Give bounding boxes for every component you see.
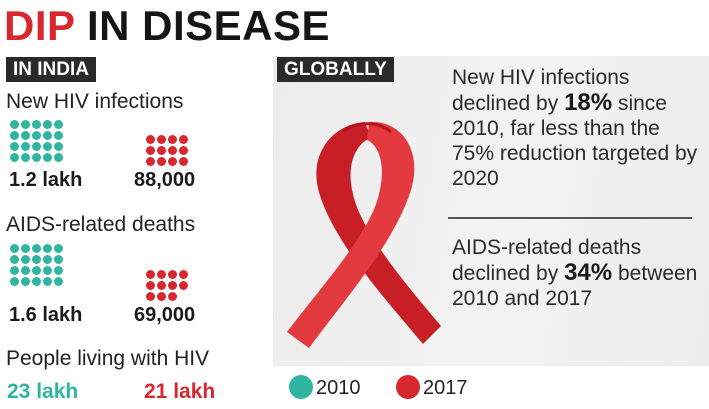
infection-dot-2017 xyxy=(146,157,155,166)
infection-dot-2010 xyxy=(21,120,30,129)
deaths-2017-value: 69,000 xyxy=(134,304,196,326)
infection-dot-2010 xyxy=(21,142,30,151)
infection-dot-2017 xyxy=(146,135,155,144)
legend-2010-swatch xyxy=(289,375,313,399)
global-deaths-pre: AIDS-related deaths declined by xyxy=(452,236,642,285)
infection-dot-2010 xyxy=(10,120,19,129)
death-dot-2010 xyxy=(54,277,63,286)
new-infections-label: New HIV infections xyxy=(6,90,184,113)
infection-dot-2010 xyxy=(54,131,63,140)
infection-dot-2017 xyxy=(157,146,166,155)
death-dot-2010 xyxy=(10,277,19,286)
death-dot-2017 xyxy=(157,270,166,279)
infection-dot-2010 xyxy=(10,142,19,151)
infection-dot-2010 xyxy=(10,131,19,140)
infection-dot-2017 xyxy=(157,157,166,166)
page-title: DIP IN DISEASE xyxy=(4,2,330,50)
global-divider xyxy=(448,217,692,219)
title-red-part: DIP xyxy=(4,2,75,49)
legend-2010-label: 2010 xyxy=(316,377,361,399)
infection-dot-2010 xyxy=(32,131,41,140)
infection-dot-2010 xyxy=(21,131,30,140)
death-dot-2017 xyxy=(168,270,177,279)
infection-dot-2017 xyxy=(168,135,177,144)
infection-dot-2017 xyxy=(179,135,188,144)
global-infections-highlight: 18% xyxy=(564,89,613,116)
death-dot-2010 xyxy=(21,266,30,275)
title-black-part: IN DISEASE xyxy=(86,2,330,49)
death-dot-2010 xyxy=(10,255,19,264)
infection-dot-2010 xyxy=(32,120,41,129)
death-dot-2010 xyxy=(21,244,30,253)
death-dot-2017 xyxy=(146,270,155,279)
india-tag: IN INDIA xyxy=(6,57,96,82)
death-dot-2010 xyxy=(32,266,41,275)
global-deaths-post: between 2010 and 2017 xyxy=(452,262,698,310)
infection-dot-2017 xyxy=(146,146,155,155)
death-dot-2010 xyxy=(54,266,63,275)
death-dot-2010 xyxy=(43,255,52,264)
infection-dot-2010 xyxy=(54,153,63,162)
death-dot-2017 xyxy=(168,292,177,301)
death-dot-2010 xyxy=(43,266,52,275)
death-dot-2010 xyxy=(32,277,41,286)
infection-dot-2017 xyxy=(168,157,177,166)
infections-2017-value: 88,000 xyxy=(134,169,196,191)
living-with-hiv-label: People living with HIV xyxy=(6,347,210,370)
global-infections-post: since 2010, far less than the 75% reduct… xyxy=(452,92,698,190)
death-dot-2017 xyxy=(157,281,166,290)
death-dot-2017 xyxy=(179,281,188,290)
global-deaths-text: AIDS-related deaths declined by 34% betw… xyxy=(452,235,702,311)
infection-dot-2010 xyxy=(54,120,63,129)
death-dot-2017 xyxy=(146,281,155,290)
death-dot-2010 xyxy=(10,266,19,275)
infection-dot-2010 xyxy=(43,142,52,151)
infection-dot-2010 xyxy=(43,131,52,140)
death-dot-2010 xyxy=(54,255,63,264)
death-dot-2017 xyxy=(179,270,188,279)
death-dot-2010 xyxy=(43,277,52,286)
death-dot-2010 xyxy=(21,255,30,264)
globally-tag: GLOBALLY xyxy=(277,57,394,82)
infection-dot-2017 xyxy=(157,135,166,144)
infection-dot-2017 xyxy=(179,146,188,155)
death-dot-2010 xyxy=(21,277,30,286)
infection-dot-2017 xyxy=(168,146,177,155)
death-dot-2010 xyxy=(43,244,52,253)
death-dot-2010 xyxy=(54,244,63,253)
deaths-2010-value: 1.6 lakh xyxy=(9,304,83,326)
global-infections-pre: New HIV infections declined by xyxy=(452,66,630,115)
global-infections-text: New HIV infections declined by 18% since… xyxy=(452,65,702,191)
death-dot-2017 xyxy=(157,292,166,301)
living-2017-value: 21 lakh xyxy=(144,380,216,403)
death-dot-2010 xyxy=(10,244,19,253)
death-dot-2010 xyxy=(32,244,41,253)
infection-dot-2010 xyxy=(43,120,52,129)
aids-deaths-label: AIDS-related deaths xyxy=(6,213,196,236)
death-dot-2017 xyxy=(146,292,155,301)
red-ribbon-icon xyxy=(287,121,441,348)
infection-dot-2010 xyxy=(43,153,52,162)
infection-dot-2010 xyxy=(54,142,63,151)
living-2010-value: 23 lakh xyxy=(7,380,79,403)
legend-2017-swatch xyxy=(396,375,420,399)
infections-2010-value: 1.2 lakh xyxy=(9,169,83,191)
infection-dot-2010 xyxy=(10,153,19,162)
infection-dot-2010 xyxy=(32,153,41,162)
infection-dot-2010 xyxy=(21,153,30,162)
infection-dot-2017 xyxy=(179,157,188,166)
death-dot-2010 xyxy=(32,255,41,264)
death-dot-2017 xyxy=(168,281,177,290)
global-deaths-highlight: 34% xyxy=(564,259,613,286)
infection-dot-2010 xyxy=(32,142,41,151)
legend-2017-label: 2017 xyxy=(423,377,468,399)
